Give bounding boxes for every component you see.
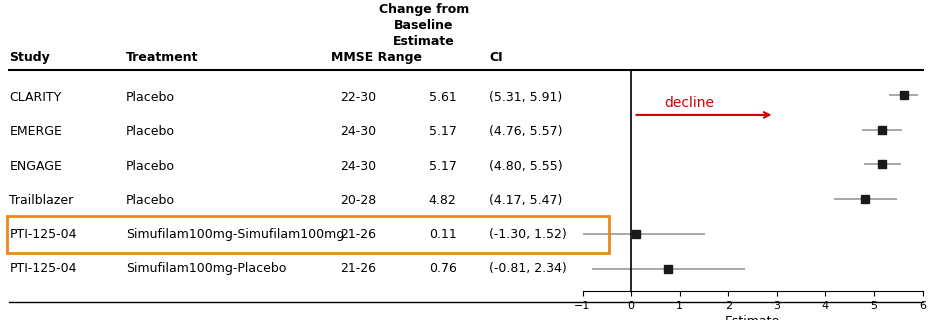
Text: 24-30: 24-30 bbox=[340, 125, 377, 138]
Text: 4.82: 4.82 bbox=[429, 194, 457, 207]
Text: Placebo: Placebo bbox=[126, 160, 175, 172]
Text: 5.61: 5.61 bbox=[429, 91, 457, 104]
Text: (4.80, 5.55): (4.80, 5.55) bbox=[489, 160, 563, 172]
X-axis label: Estimate: Estimate bbox=[725, 315, 780, 320]
Text: PTI-125-04: PTI-125-04 bbox=[9, 228, 76, 241]
Text: CLARITY: CLARITY bbox=[9, 91, 62, 104]
Text: Simufilam100mg-Placebo: Simufilam100mg-Placebo bbox=[126, 262, 286, 275]
Text: 24-30: 24-30 bbox=[340, 160, 377, 172]
Text: Treatment: Treatment bbox=[126, 51, 199, 64]
Text: (4.17, 5.47): (4.17, 5.47) bbox=[489, 194, 563, 207]
Text: Placebo: Placebo bbox=[126, 91, 175, 104]
Text: Placebo: Placebo bbox=[126, 125, 175, 138]
Text: ENGAGE: ENGAGE bbox=[9, 160, 62, 172]
Text: EMERGE: EMERGE bbox=[9, 125, 62, 138]
Text: 0.76: 0.76 bbox=[429, 262, 457, 275]
Text: MMSE Range: MMSE Range bbox=[331, 51, 422, 64]
Text: Study: Study bbox=[9, 51, 50, 64]
Text: 5.17: 5.17 bbox=[429, 125, 457, 138]
Text: 22-30: 22-30 bbox=[340, 91, 377, 104]
Text: CI: CI bbox=[489, 51, 503, 64]
Text: (-0.81, 2.34): (-0.81, 2.34) bbox=[489, 262, 567, 275]
Text: 0.11: 0.11 bbox=[429, 228, 457, 241]
Text: 21-26: 21-26 bbox=[340, 262, 377, 275]
Text: Change from
Baseline
Estimate: Change from Baseline Estimate bbox=[379, 3, 469, 48]
Text: 21-26: 21-26 bbox=[340, 228, 377, 241]
Text: Simufilam100mg-Simufilam100mg: Simufilam100mg-Simufilam100mg bbox=[126, 228, 344, 241]
Text: (-1.30, 1.52): (-1.30, 1.52) bbox=[489, 228, 567, 241]
Text: Placebo: Placebo bbox=[126, 194, 175, 207]
Text: decline: decline bbox=[665, 96, 715, 110]
Text: 20-28: 20-28 bbox=[340, 194, 377, 207]
Text: (5.31, 5.91): (5.31, 5.91) bbox=[489, 91, 563, 104]
Text: PTI-125-04: PTI-125-04 bbox=[9, 262, 76, 275]
Text: Trailblazer: Trailblazer bbox=[9, 194, 74, 207]
Text: 5.17: 5.17 bbox=[429, 160, 457, 172]
Text: (4.76, 5.57): (4.76, 5.57) bbox=[489, 125, 563, 138]
